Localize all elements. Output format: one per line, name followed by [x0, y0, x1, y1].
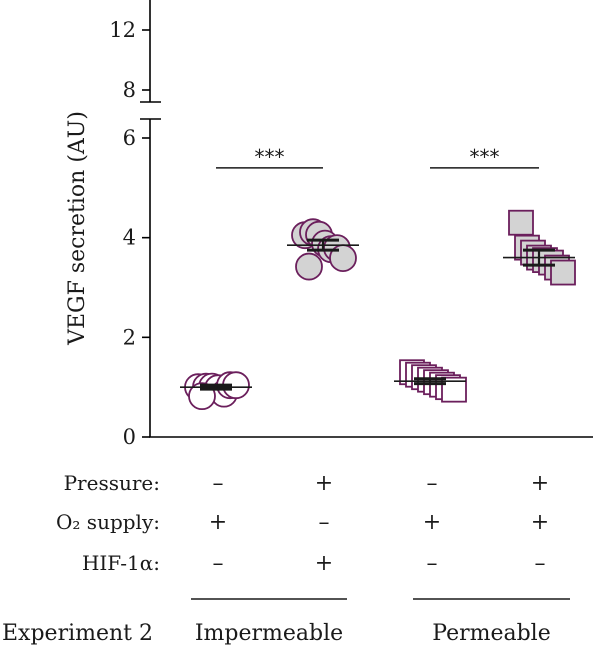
condition-value: –	[213, 471, 224, 496]
data-points	[184, 209, 576, 411]
condition-value: –	[535, 551, 546, 576]
condition-value: +	[209, 510, 227, 535]
significance-label: ***	[470, 145, 500, 169]
y-tick-label: 8	[123, 78, 136, 102]
y-tick-label: 6	[123, 126, 136, 150]
experiment-group-label: Impermeable	[195, 621, 343, 646]
data-point	[508, 209, 534, 236]
condition-value: –	[427, 471, 438, 496]
experiment-group-label: Permeable	[432, 621, 551, 646]
experiment-label: Experiment 2	[2, 621, 153, 646]
y-tick-label: 2	[123, 325, 136, 349]
condition-label: HIF-1α:	[82, 551, 160, 575]
significance-annotations: *** ***	[216, 145, 539, 169]
condition-value: –	[319, 510, 330, 535]
chart-text: VEGF secretion (AU) Pressure: – + – + O₂ suppl…	[2, 111, 551, 646]
data-point	[295, 252, 323, 281]
y-tick-label: 0	[123, 425, 136, 449]
condition-label: Pressure:	[64, 471, 160, 495]
y-tick-label: 12	[109, 18, 136, 42]
condition-value: +	[315, 551, 333, 576]
condition-value: –	[213, 551, 224, 576]
y-tick-label: 4	[123, 226, 136, 250]
condition-value: +	[531, 471, 549, 496]
significance-label: ***	[255, 145, 285, 169]
condition-value: –	[427, 551, 438, 576]
condition-label: O₂ supply:	[56, 510, 160, 534]
condition-value: +	[315, 471, 333, 496]
y-axis-label: VEGF secretion (AU)	[65, 111, 90, 346]
y-axis: 0 2 4 6 8 12	[109, 0, 593, 449]
mean-sem-bars	[180, 238, 575, 391]
condition-value: +	[531, 510, 549, 535]
data-point	[441, 376, 467, 403]
condition-value: +	[423, 510, 441, 535]
